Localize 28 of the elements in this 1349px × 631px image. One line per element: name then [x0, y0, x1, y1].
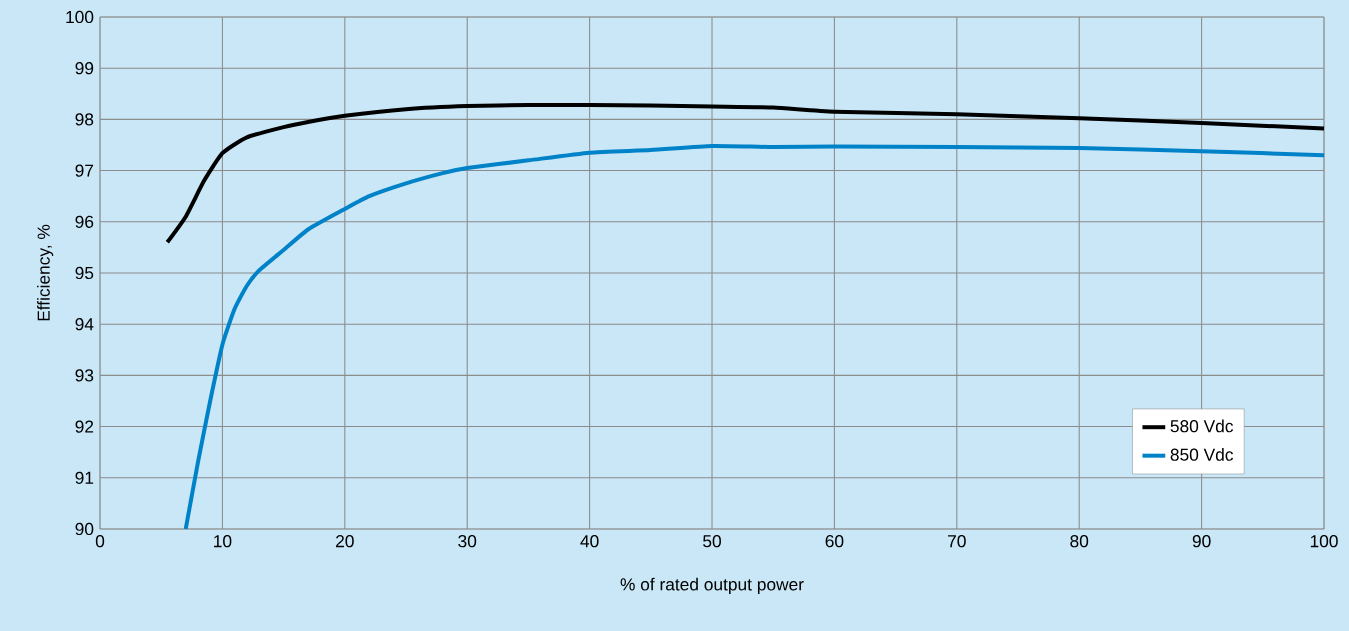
y-tick-label: 99 [75, 62, 94, 75]
x-tick-label: 50 [703, 535, 721, 548]
y-tick-label: 91 [75, 471, 94, 484]
x-tick-label: 70 [948, 535, 966, 548]
x-tick-label: 0 [95, 535, 105, 548]
x-tick-label: 90 [1192, 535, 1211, 548]
x-tick-label: 20 [336, 535, 354, 548]
legend-label: 850 Vdc [1170, 448, 1234, 461]
y-tick-label: 92 [75, 420, 94, 433]
x-tick-label: 100 [1310, 535, 1338, 548]
y-tick-label: 98 [75, 113, 94, 126]
x-tick-label: 80 [1070, 535, 1089, 548]
x-axis-title: % of rated output power [620, 577, 804, 594]
line-series [183, 144, 1324, 529]
x-tick-label: 10 [214, 535, 232, 548]
y-tick-label: 93 [75, 369, 94, 382]
x-tick-label: 60 [825, 535, 844, 548]
y-tick-label: 97 [75, 164, 94, 177]
y-tick-label: 100 [66, 10, 94, 24]
y-tick-label: 90 [75, 522, 94, 536]
line-series [165, 103, 1324, 245]
x-tick-label: 40 [580, 535, 599, 548]
y-tick-label: 94 [75, 318, 94, 331]
legend-label: 580 Vdc [1170, 419, 1234, 433]
y-tick-label: 95 [75, 266, 94, 280]
x-tick-label: 30 [458, 535, 477, 548]
y-axis-title: Efficiency, % [37, 224, 54, 321]
y-tick-label: 96 [75, 215, 94, 228]
